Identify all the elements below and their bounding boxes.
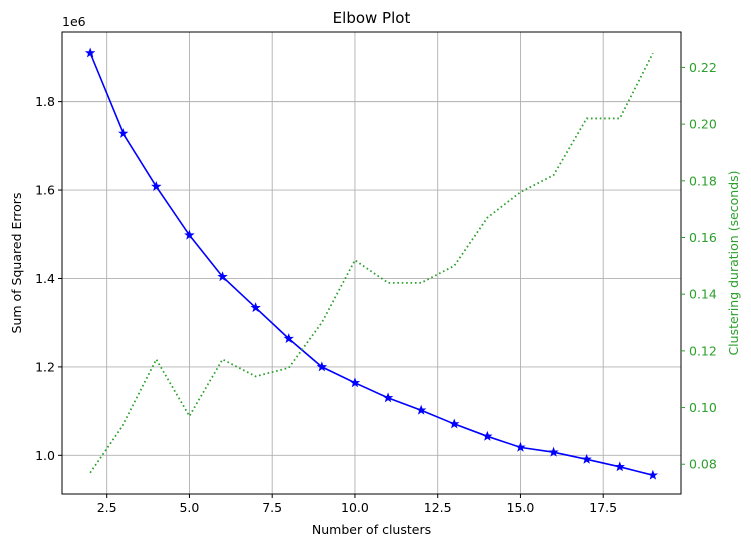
chart-title: Elbow Plot: [333, 9, 411, 27]
x-axis: 2.5 5.0 7.5 10.0 12.5 15.0 17.5: [97, 494, 617, 515]
sse-point: [283, 333, 294, 344]
sse-point: [614, 461, 625, 472]
y2-tick-label: 0.10: [689, 400, 717, 415]
y2-axis-label: Clustering duration (seconds): [726, 170, 741, 355]
sse-point: [316, 361, 328, 372]
series-line-sse: [89, 52, 654, 476]
y-tick-label: 1.0: [35, 448, 55, 463]
x-tick-label: 17.5: [589, 500, 617, 515]
sse-point: [217, 271, 228, 282]
sse-point: [151, 181, 162, 191]
y-tick-label: 1.6: [35, 183, 55, 198]
x-tick-label: 10.0: [341, 500, 369, 515]
sse-point: [250, 302, 261, 313]
y2-tick-label: 0.12: [689, 343, 717, 358]
y2-tick-label: 0.16: [689, 230, 717, 245]
y-tick-label: 1.2: [35, 359, 55, 374]
y-axis-right: 0.08 0.10 0.12 0.14 0.16 0.18 0.20 0.22: [681, 60, 717, 472]
y2-tick-label: 0.22: [689, 60, 717, 75]
series-line-duration: [89, 52, 654, 474]
series-layer: [84, 47, 659, 480]
y2-tick-label: 0.14: [689, 287, 717, 302]
y-axis-left: 1.0 1.2 1.4 1.6 1.8: [35, 94, 62, 463]
sse-point: [184, 229, 195, 240]
sse-point: [449, 418, 460, 429]
y-offset-label: 1e6: [62, 14, 86, 29]
sse-point: [415, 404, 427, 415]
sse-point: [482, 430, 493, 441]
grid: [62, 32, 681, 494]
y-axis-label: Sum of Squared Errors: [9, 193, 24, 334]
sse-point: [382, 392, 394, 403]
y2-tick-label: 0.08: [689, 457, 717, 472]
sse-point: [349, 377, 361, 388]
y-tick-label: 1.8: [35, 94, 55, 109]
x-tick-label: 7.5: [262, 500, 282, 515]
sse-point: [548, 446, 559, 457]
sse-point: [515, 441, 526, 452]
y2-tick-label: 0.20: [689, 117, 717, 132]
y2-tick-label: 0.18: [689, 173, 717, 188]
x-tick-label: 5.0: [179, 500, 199, 515]
x-tick-label: 2.5: [97, 500, 117, 515]
x-axis-label: Number of clusters: [312, 522, 431, 537]
sse-point: [581, 453, 592, 464]
x-tick-label: 12.5: [424, 500, 452, 515]
plot-frame: [61, 31, 682, 495]
sse-point: [84, 47, 96, 58]
y-tick-label: 1.4: [35, 271, 55, 286]
sse-point: [118, 127, 129, 138]
sse-point: [647, 469, 659, 480]
x-tick-label: 15.0: [507, 500, 535, 515]
